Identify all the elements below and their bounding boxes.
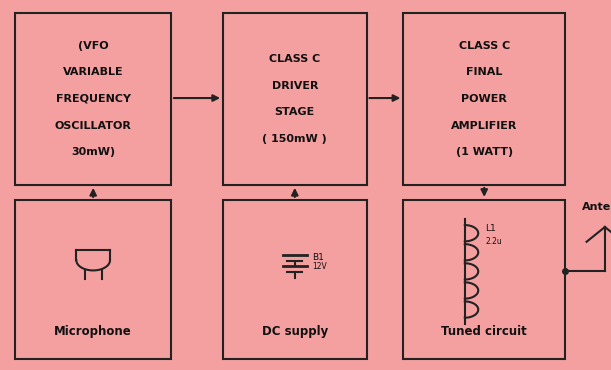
Text: 2.2u: 2.2u [486, 237, 502, 246]
Text: OSCILLATOR: OSCILLATOR [55, 121, 131, 131]
Bar [15, 200, 171, 359]
Bar [15, 13, 171, 185]
Text: FREQUENCY: FREQUENCY [56, 94, 131, 104]
Text: CLASS C: CLASS C [269, 54, 320, 64]
Text: POWER: POWER [461, 94, 507, 104]
Text: CLASS C: CLASS C [459, 41, 510, 51]
Text: (1 WATT): (1 WATT) [456, 147, 513, 157]
Bar [403, 200, 565, 359]
Text: FINAL: FINAL [466, 67, 502, 77]
Text: Antenna: Antenna [582, 202, 611, 212]
Bar [403, 13, 565, 185]
Bar [223, 200, 367, 359]
Text: 12V: 12V [312, 262, 327, 271]
Text: B1: B1 [312, 253, 324, 262]
Text: 30mW): 30mW) [71, 147, 115, 157]
Text: Tuned circuit: Tuned circuit [441, 324, 527, 338]
Text: AMPLIFIER: AMPLIFIER [451, 121, 518, 131]
Text: Microphone: Microphone [54, 324, 132, 338]
Text: L1: L1 [486, 224, 496, 233]
Text: VARIABLE: VARIABLE [63, 67, 123, 77]
Text: (VFO: (VFO [78, 41, 109, 51]
Text: DC supply: DC supply [262, 324, 328, 338]
Text: ( 150mW ): ( 150mW ) [263, 134, 327, 144]
Text: STAGE: STAGE [275, 107, 315, 117]
Text: DRIVER: DRIVER [271, 81, 318, 91]
Bar [223, 13, 367, 185]
